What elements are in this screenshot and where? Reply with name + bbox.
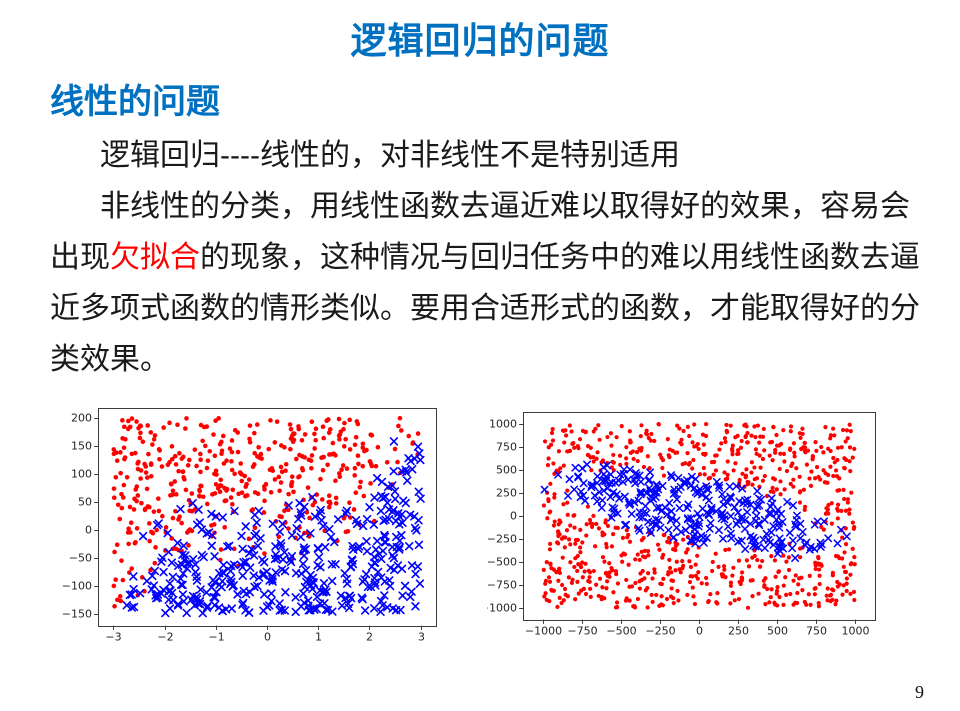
page-title: 逻辑回归的问题	[350, 20, 610, 61]
body-line-3-prefix: 出现	[50, 241, 110, 274]
body-line-4: 近多项式函数的情形类似。要用合适形式的函数，才能取得好的分	[50, 292, 920, 325]
body-line-5: 类效果。	[50, 343, 170, 376]
body-line-1: 逻辑回归----线性的，对非线性不是特别适用	[100, 139, 680, 172]
scatter-plot-right	[487, 402, 907, 654]
underfitting-highlight: 欠拟合	[110, 241, 200, 274]
page-number: 9	[915, 682, 924, 702]
body-line-2: 非线性的分类，用线性函数去逼近难以取得好的效果，容易会	[100, 190, 910, 223]
section-heading: 线性的问题	[50, 83, 220, 121]
body-line-3-suffix: 的现象，这种情况与回归任务中的难以用线性函数去逼	[200, 241, 920, 274]
body-paragraphs: 逻辑回归----线性的，对非线性不是特别适用 非线性的分类，用线性函数去逼近难以…	[50, 130, 930, 385]
scatter-plot-right-canvas	[487, 402, 907, 654]
scatter-plot-left	[58, 402, 458, 654]
body-line-3: 出现欠拟合的现象，这种情况与回归任务中的难以用线性函数去逼	[50, 232, 930, 283]
scatter-plot-left-canvas	[58, 402, 458, 654]
